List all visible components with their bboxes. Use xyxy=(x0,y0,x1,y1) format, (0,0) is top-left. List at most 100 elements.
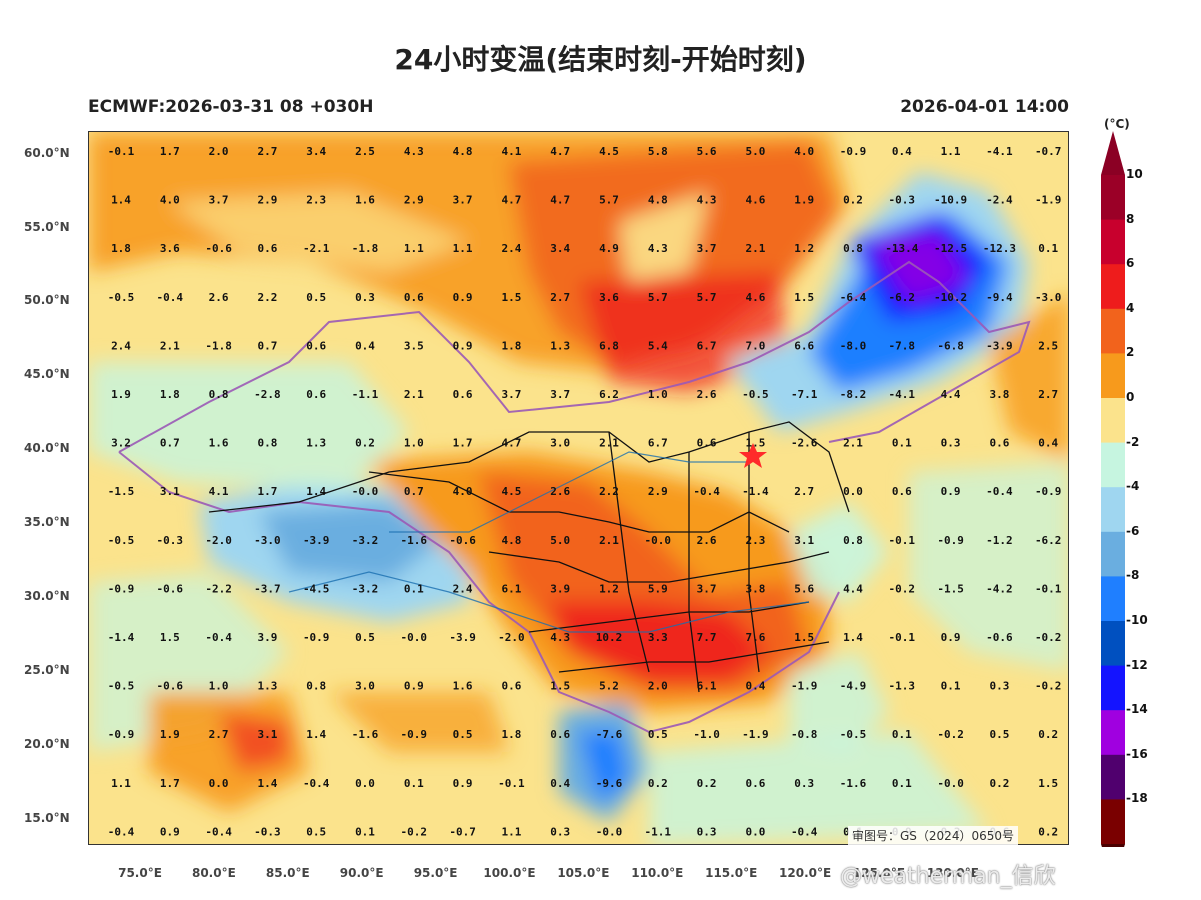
colorbar-top-arrow xyxy=(1101,131,1125,175)
grid-value: 4.4 xyxy=(941,388,961,401)
grid-value: 0.5 xyxy=(306,825,326,838)
grid-value: 2.3 xyxy=(745,534,765,547)
colorbar-label: -12 xyxy=(1126,657,1148,672)
grid-value: -1.5 xyxy=(937,582,964,595)
grid-value: 0.2 xyxy=(843,194,863,207)
colorbar-segment xyxy=(1101,175,1125,221)
grid-value: -0.2 xyxy=(1035,680,1062,693)
lat-label: 40.0°N xyxy=(24,441,70,455)
grid-value: 0.4 xyxy=(892,145,912,158)
grid-value: 6.1 xyxy=(501,582,521,595)
grid-value: -8.2 xyxy=(840,388,867,401)
grid-value: 1.4 xyxy=(111,194,131,207)
grid-value: -4.5 xyxy=(303,582,330,595)
grid-value: -0.4 xyxy=(693,485,720,498)
grid-value: 0.0 xyxy=(355,777,375,790)
grid-value: 1.6 xyxy=(355,194,375,207)
grid-value: 0.0 xyxy=(745,825,765,838)
grid-value: -8.0 xyxy=(840,339,867,352)
grid-value: -0.9 xyxy=(401,728,428,741)
grid-value: -10.2 xyxy=(934,291,967,304)
grid-value: 2.3 xyxy=(306,194,326,207)
grid-value: -0.4 xyxy=(108,825,135,838)
grid-value: 0.3 xyxy=(697,825,717,838)
grid-value: -0.1 xyxy=(1035,582,1062,595)
lon-label: 130.0°E xyxy=(926,866,979,880)
grid-value: 1.9 xyxy=(160,728,180,741)
map-review-number: 审图号：GS（2024）0650号 xyxy=(848,826,1018,845)
lat-label: 20.0°N xyxy=(24,737,70,751)
grid-value: 3.5 xyxy=(404,339,424,352)
grid-value: 0.9 xyxy=(941,631,961,644)
grid-value: 2.1 xyxy=(745,242,765,255)
colorbar-segment xyxy=(1101,442,1125,488)
grid-value: 0.5 xyxy=(453,728,473,741)
grid-value: -0.0 xyxy=(596,825,623,838)
grid-value: -2.8 xyxy=(254,388,281,401)
beijing-star-icon xyxy=(739,443,767,468)
grid-value: 4.1 xyxy=(209,485,229,498)
grid-value: 2.6 xyxy=(697,388,717,401)
grid-values-layer: -0.1 1.7 2.0 2.7 3.4 2.5 4.3 4.8 4.1 4.7 4.5 5.8 5.6… xyxy=(108,145,1062,838)
grid-value: 2.1 xyxy=(404,388,424,401)
colorbar-segment xyxy=(1101,665,1125,711)
grid-value: 0.6 xyxy=(989,437,1009,450)
grid-value: -6.2 xyxy=(889,291,916,304)
grid-value: 1.5 xyxy=(745,437,765,450)
lat-label: 35.0°N xyxy=(24,515,70,529)
grid-value: -1.6 xyxy=(401,534,428,547)
grid-value: 1.8 xyxy=(501,339,521,352)
grid-value: -1.1 xyxy=(645,825,672,838)
grid-value: -1.8 xyxy=(205,339,232,352)
colorbar-segment xyxy=(1101,219,1125,265)
grid-value: 1.1 xyxy=(501,825,521,838)
grid-value: -0.9 xyxy=(840,145,867,158)
grid-value: 3.6 xyxy=(599,291,619,304)
grid-value: -0.0 xyxy=(401,631,428,644)
grid-value: 0.3 xyxy=(794,777,814,790)
grid-value: -0.0 xyxy=(645,534,672,547)
map-canvas: -0.1 1.7 2.0 2.7 3.4 2.5 4.3 4.8 4.1 4.7 4.5 5.8 5.6… xyxy=(89,132,1068,844)
grid-value: 3.7 xyxy=(697,582,717,595)
grid-value: 0.3 xyxy=(550,825,570,838)
grid-value: 2.1 xyxy=(160,339,180,352)
temperature-change-map: -0.1 1.7 2.0 2.7 3.4 2.5 4.3 4.8 4.1 4.7 4.5 5.8 5.6… xyxy=(88,131,1069,845)
model-info: ECMWF:2026-03-31 08 +030H xyxy=(88,97,374,117)
grid-value: 7.6 xyxy=(745,631,765,644)
grid-value: 2.9 xyxy=(648,485,668,498)
grid-value: -0.4 xyxy=(205,825,232,838)
grid-value: 5.7 xyxy=(697,291,717,304)
grid-value: 0.1 xyxy=(941,680,961,693)
grid-value: 1.2 xyxy=(794,242,814,255)
grid-value: 5.4 xyxy=(648,339,668,352)
grid-value: 6.7 xyxy=(648,437,668,450)
grid-value: -4.1 xyxy=(889,388,916,401)
grid-value: 0.8 xyxy=(843,534,863,547)
grid-value: 0.6 xyxy=(697,437,717,450)
grid-value: 0.7 xyxy=(257,339,277,352)
grid-value: 4.7 xyxy=(550,194,570,207)
lat-label: 15.0°N xyxy=(24,811,70,825)
grid-value: 1.3 xyxy=(306,437,326,450)
colorbar-segment xyxy=(1101,398,1125,444)
grid-value: -9.6 xyxy=(596,777,623,790)
colorbar-segment xyxy=(1101,353,1125,399)
grid-value: 0.3 xyxy=(989,680,1009,693)
grid-value: 5.6 xyxy=(697,145,717,158)
colorbar-bottom-arrow xyxy=(1101,844,1125,847)
colorbar-label: -18 xyxy=(1126,791,1148,806)
grid-value: 2.6 xyxy=(209,291,229,304)
lon-label: 75.0°E xyxy=(118,866,162,880)
grid-value: 4.8 xyxy=(453,145,473,158)
grid-value: -1.6 xyxy=(840,777,867,790)
grid-value: 1.4 xyxy=(306,485,326,498)
grid-value: 5.0 xyxy=(745,145,765,158)
grid-value: -0.2 xyxy=(1035,631,1062,644)
grid-value: 4.6 xyxy=(745,291,765,304)
grid-value: -1.3 xyxy=(889,680,916,693)
grid-value: -1.0 xyxy=(693,728,720,741)
grid-value: 5.7 xyxy=(599,194,619,207)
grid-value: 0.8 xyxy=(257,437,277,450)
grid-value: -0.1 xyxy=(889,631,916,644)
colorbar-segment xyxy=(1101,710,1125,756)
